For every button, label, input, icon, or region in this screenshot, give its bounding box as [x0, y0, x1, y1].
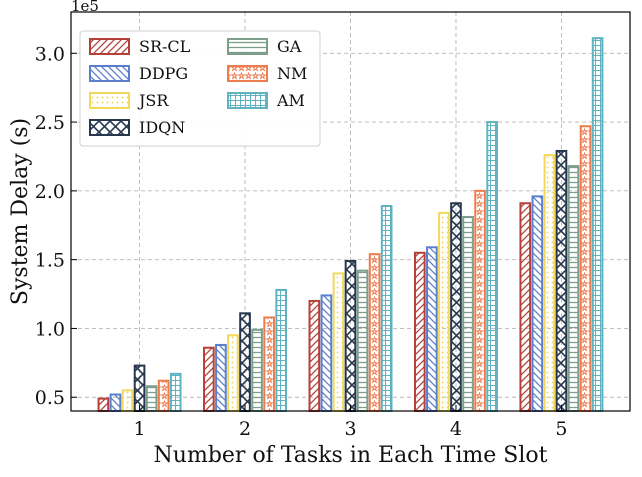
bar-sr-cl-3 [308, 299, 321, 412]
bar-ddpg-5 [531, 195, 544, 412]
x-tick-label: 2 [239, 418, 251, 440]
legend-label-am: AM [276, 91, 305, 110]
bar-nm-4 [474, 189, 486, 412]
y-tick-label: 1.5 [35, 250, 65, 272]
bar-idqn-4 [450, 202, 462, 412]
legend-label-ga: GA [277, 37, 302, 56]
bar-ddpg-2 [215, 343, 227, 412]
y-tick-label: 2.0 [35, 181, 65, 203]
bar-am-1 [169, 372, 182, 412]
bar-nm-2 [263, 316, 275, 412]
y-tick-label: 3.0 [35, 43, 65, 65]
axis-ticks: 0.5 1.0 1.5 2.0 2.5 3.0 1 2 3 4 5 [35, 43, 568, 440]
legend-label-ddpg: DDPG [139, 64, 188, 83]
y-tick-label: 1.0 [35, 318, 65, 340]
bar-ga-5 [567, 165, 580, 412]
legend-frame [79, 30, 321, 147]
x-axis-title: Number of Tasks in Each Time Slot [154, 443, 548, 468]
bar-idqn-3 [344, 260, 357, 412]
y-tick-label: 0.5 [35, 387, 65, 409]
legend-swatch-ga [227, 38, 268, 55]
bar-idqn-5 [555, 149, 568, 412]
legend: SR-CL DDPG JSR IDQN GA NM AM [79, 30, 321, 147]
legend-swatch-sr-cl [89, 38, 130, 55]
legend-swatch-nm [227, 65, 268, 82]
x-tick-label: 3 [344, 418, 356, 440]
x-tick-label: 1 [134, 418, 146, 440]
legend-label-idqn: IDQN [139, 118, 185, 137]
bar-ga-2 [251, 328, 263, 412]
bar-sr-cl-2 [203, 346, 215, 413]
bar-jsr-5 [543, 154, 556, 412]
legend-swatch-am [227, 92, 268, 109]
y-axis-title: System Delay (s) [8, 118, 33, 305]
bar-jsr-3 [332, 272, 345, 412]
bar-ddpg-1 [109, 393, 122, 412]
bar-ddpg-4 [426, 246, 438, 412]
legend-swatch-jsr [89, 92, 130, 109]
y-tick-label: 2.5 [35, 112, 65, 134]
bar-sr-cl-4 [413, 251, 426, 412]
bar-nm-1 [157, 379, 170, 413]
legend-label-jsr: JSR [137, 91, 169, 110]
bar-jsr-1 [121, 389, 134, 412]
x-tick-label: 4 [450, 418, 462, 440]
bar-am-4 [486, 121, 498, 412]
bar-sr-cl-5 [519, 202, 532, 412]
bar-sr-cl-1 [97, 397, 110, 413]
bar-nm-3 [368, 253, 381, 412]
bar-idqn-2 [239, 312, 251, 412]
bar-ga-4 [462, 216, 474, 412]
bar-am-3 [380, 204, 393, 412]
legend-swatch-ddpg [89, 65, 130, 82]
bar-ga-3 [356, 269, 369, 413]
bar-idqn-1 [133, 364, 146, 413]
bar-ga-1 [145, 385, 158, 413]
bar-am-5 [591, 37, 604, 412]
x-tick-label: 5 [555, 418, 567, 440]
bar-jsr-2 [227, 334, 239, 412]
legend-label-sr-cl: SR-CL [139, 37, 191, 56]
bar-am-2 [275, 288, 288, 412]
bar-ddpg-3 [320, 294, 333, 412]
bar-jsr-4 [438, 211, 450, 412]
bar-nm-5 [579, 125, 592, 412]
legend-swatch-idqn [89, 119, 130, 136]
legend-label-nm: NM [277, 64, 307, 83]
y-axis-multiplier: 1e5 [71, 0, 99, 15]
